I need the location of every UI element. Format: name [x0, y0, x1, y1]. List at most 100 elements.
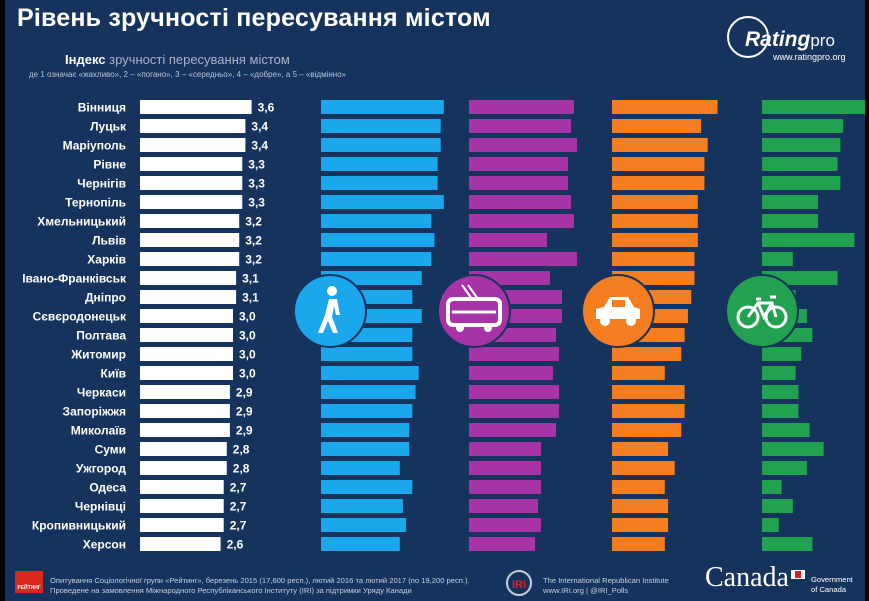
city-label: Ужгород — [76, 462, 126, 476]
mode-bar — [612, 480, 665, 494]
mode-bar — [321, 499, 403, 513]
index-bar — [140, 423, 230, 437]
city-label: Луцьк — [90, 120, 127, 134]
mode-bar — [612, 195, 698, 209]
mode-bar — [321, 366, 419, 380]
mode-bar — [762, 347, 802, 361]
index-bar — [140, 100, 252, 114]
city-label: Суми — [95, 443, 126, 457]
index-bar — [140, 290, 237, 304]
city-label: Херсон — [83, 538, 126, 552]
value-label: 2,7 — [230, 519, 247, 533]
index-bar — [140, 480, 224, 494]
mode-bar — [469, 385, 559, 399]
mode-bar — [612, 100, 718, 114]
canada-flag-icon — [791, 570, 805, 579]
mode-bar — [469, 100, 574, 114]
index-bar — [140, 176, 243, 190]
city-label: Черкаси — [77, 386, 126, 400]
index-bar — [140, 499, 224, 513]
survey-note: Опитування Соціологічної групи «Рейтинг»… — [50, 576, 470, 596]
rating-badge: РЕЙТИНГ — [15, 571, 43, 593]
index-bar — [140, 138, 246, 152]
city-label: Запоріжжя — [63, 405, 126, 419]
value-label: 3,2 — [245, 215, 262, 229]
government-note: Government of Canada — [811, 575, 853, 595]
mode-bar — [469, 347, 559, 361]
mode-bar — [612, 404, 685, 418]
mode-bar — [321, 138, 441, 152]
survey-line-1: Опитування Соціологічної групи «Рейтинг»… — [50, 576, 470, 585]
iri-line-1: The International Republican Institute — [543, 576, 669, 585]
value-label: 3,0 — [239, 367, 256, 381]
index-bar — [140, 366, 233, 380]
index-bar — [140, 442, 227, 456]
city-label: Миколаїв — [71, 424, 126, 438]
city-label: Одеса — [89, 481, 126, 495]
iri-logo: IRI — [506, 568, 536, 598]
logo-circle-icon — [727, 16, 769, 58]
mode-bar — [469, 480, 541, 494]
mode-bar — [762, 214, 818, 228]
mode-bar — [612, 518, 669, 532]
index-bar — [140, 309, 233, 323]
mode-bar — [469, 195, 571, 209]
index-bar — [140, 252, 240, 266]
mode-bar — [762, 366, 796, 380]
car-icon — [596, 297, 640, 326]
mode-bar — [321, 100, 444, 114]
index-bar — [140, 119, 246, 133]
iri-line-2: www.IRI.org | @IRI_Polls — [543, 586, 629, 595]
mode-bar — [321, 423, 410, 437]
mode-bar — [612, 252, 695, 266]
mode-bar — [762, 385, 799, 399]
value-label: 3,3 — [248, 158, 265, 172]
index-bar — [140, 518, 224, 532]
mode-bar — [762, 119, 844, 133]
index-bar — [140, 347, 233, 361]
mode-bar — [469, 423, 556, 437]
mode-bar — [762, 138, 841, 152]
city-label: Чернівці — [75, 500, 126, 514]
mode-bar — [321, 385, 416, 399]
trolleybus-icon — [446, 284, 502, 332]
city-label: Рівне — [93, 158, 126, 172]
mode-bar — [762, 195, 818, 209]
index-bar — [140, 404, 230, 418]
value-label: 3,2 — [245, 253, 262, 267]
mode-bar — [762, 499, 793, 513]
value-label: 3,4 — [251, 120, 268, 134]
mode-bar — [762, 100, 865, 114]
scale-note: де 1 означає «жахливо», 2 – «погано», 3 … — [29, 70, 347, 79]
mode-bar — [762, 423, 810, 437]
pedestrian-icon — [318, 286, 340, 333]
mode-bar — [469, 214, 574, 228]
value-label: 3,2 — [245, 234, 262, 248]
mode-bar — [612, 157, 705, 171]
mode-bar — [321, 233, 435, 247]
mode-bar — [469, 157, 568, 171]
city-label: Дніпро — [85, 291, 126, 305]
gov-line-1: Government — [811, 575, 853, 584]
value-label: 3,0 — [239, 310, 256, 324]
ratingpro-logo[interactable]: Ratingpro www.ratingpro.org — [727, 14, 859, 62]
city-label: Кропивницький — [32, 519, 126, 533]
value-label: 3,0 — [239, 329, 256, 343]
mode-bar — [612, 119, 702, 133]
mode-bar — [612, 214, 698, 228]
logo-wordmark: Ratingpro — [745, 28, 835, 52]
value-label: 3,1 — [242, 291, 259, 305]
mode-bar — [469, 366, 553, 380]
mode-bar — [762, 537, 813, 551]
value-label: 2,9 — [236, 424, 253, 438]
mode-bar — [762, 252, 793, 266]
value-label: 2,8 — [233, 462, 250, 476]
index-bar — [140, 233, 240, 247]
value-label: 2,7 — [230, 481, 247, 495]
mode-bar — [762, 461, 807, 475]
gov-line-2: of Canada — [811, 585, 847, 594]
city-label: Житомир — [70, 348, 126, 362]
mode-bar — [762, 176, 841, 190]
mode-bar — [612, 176, 705, 190]
city-label: Львів — [92, 234, 126, 248]
